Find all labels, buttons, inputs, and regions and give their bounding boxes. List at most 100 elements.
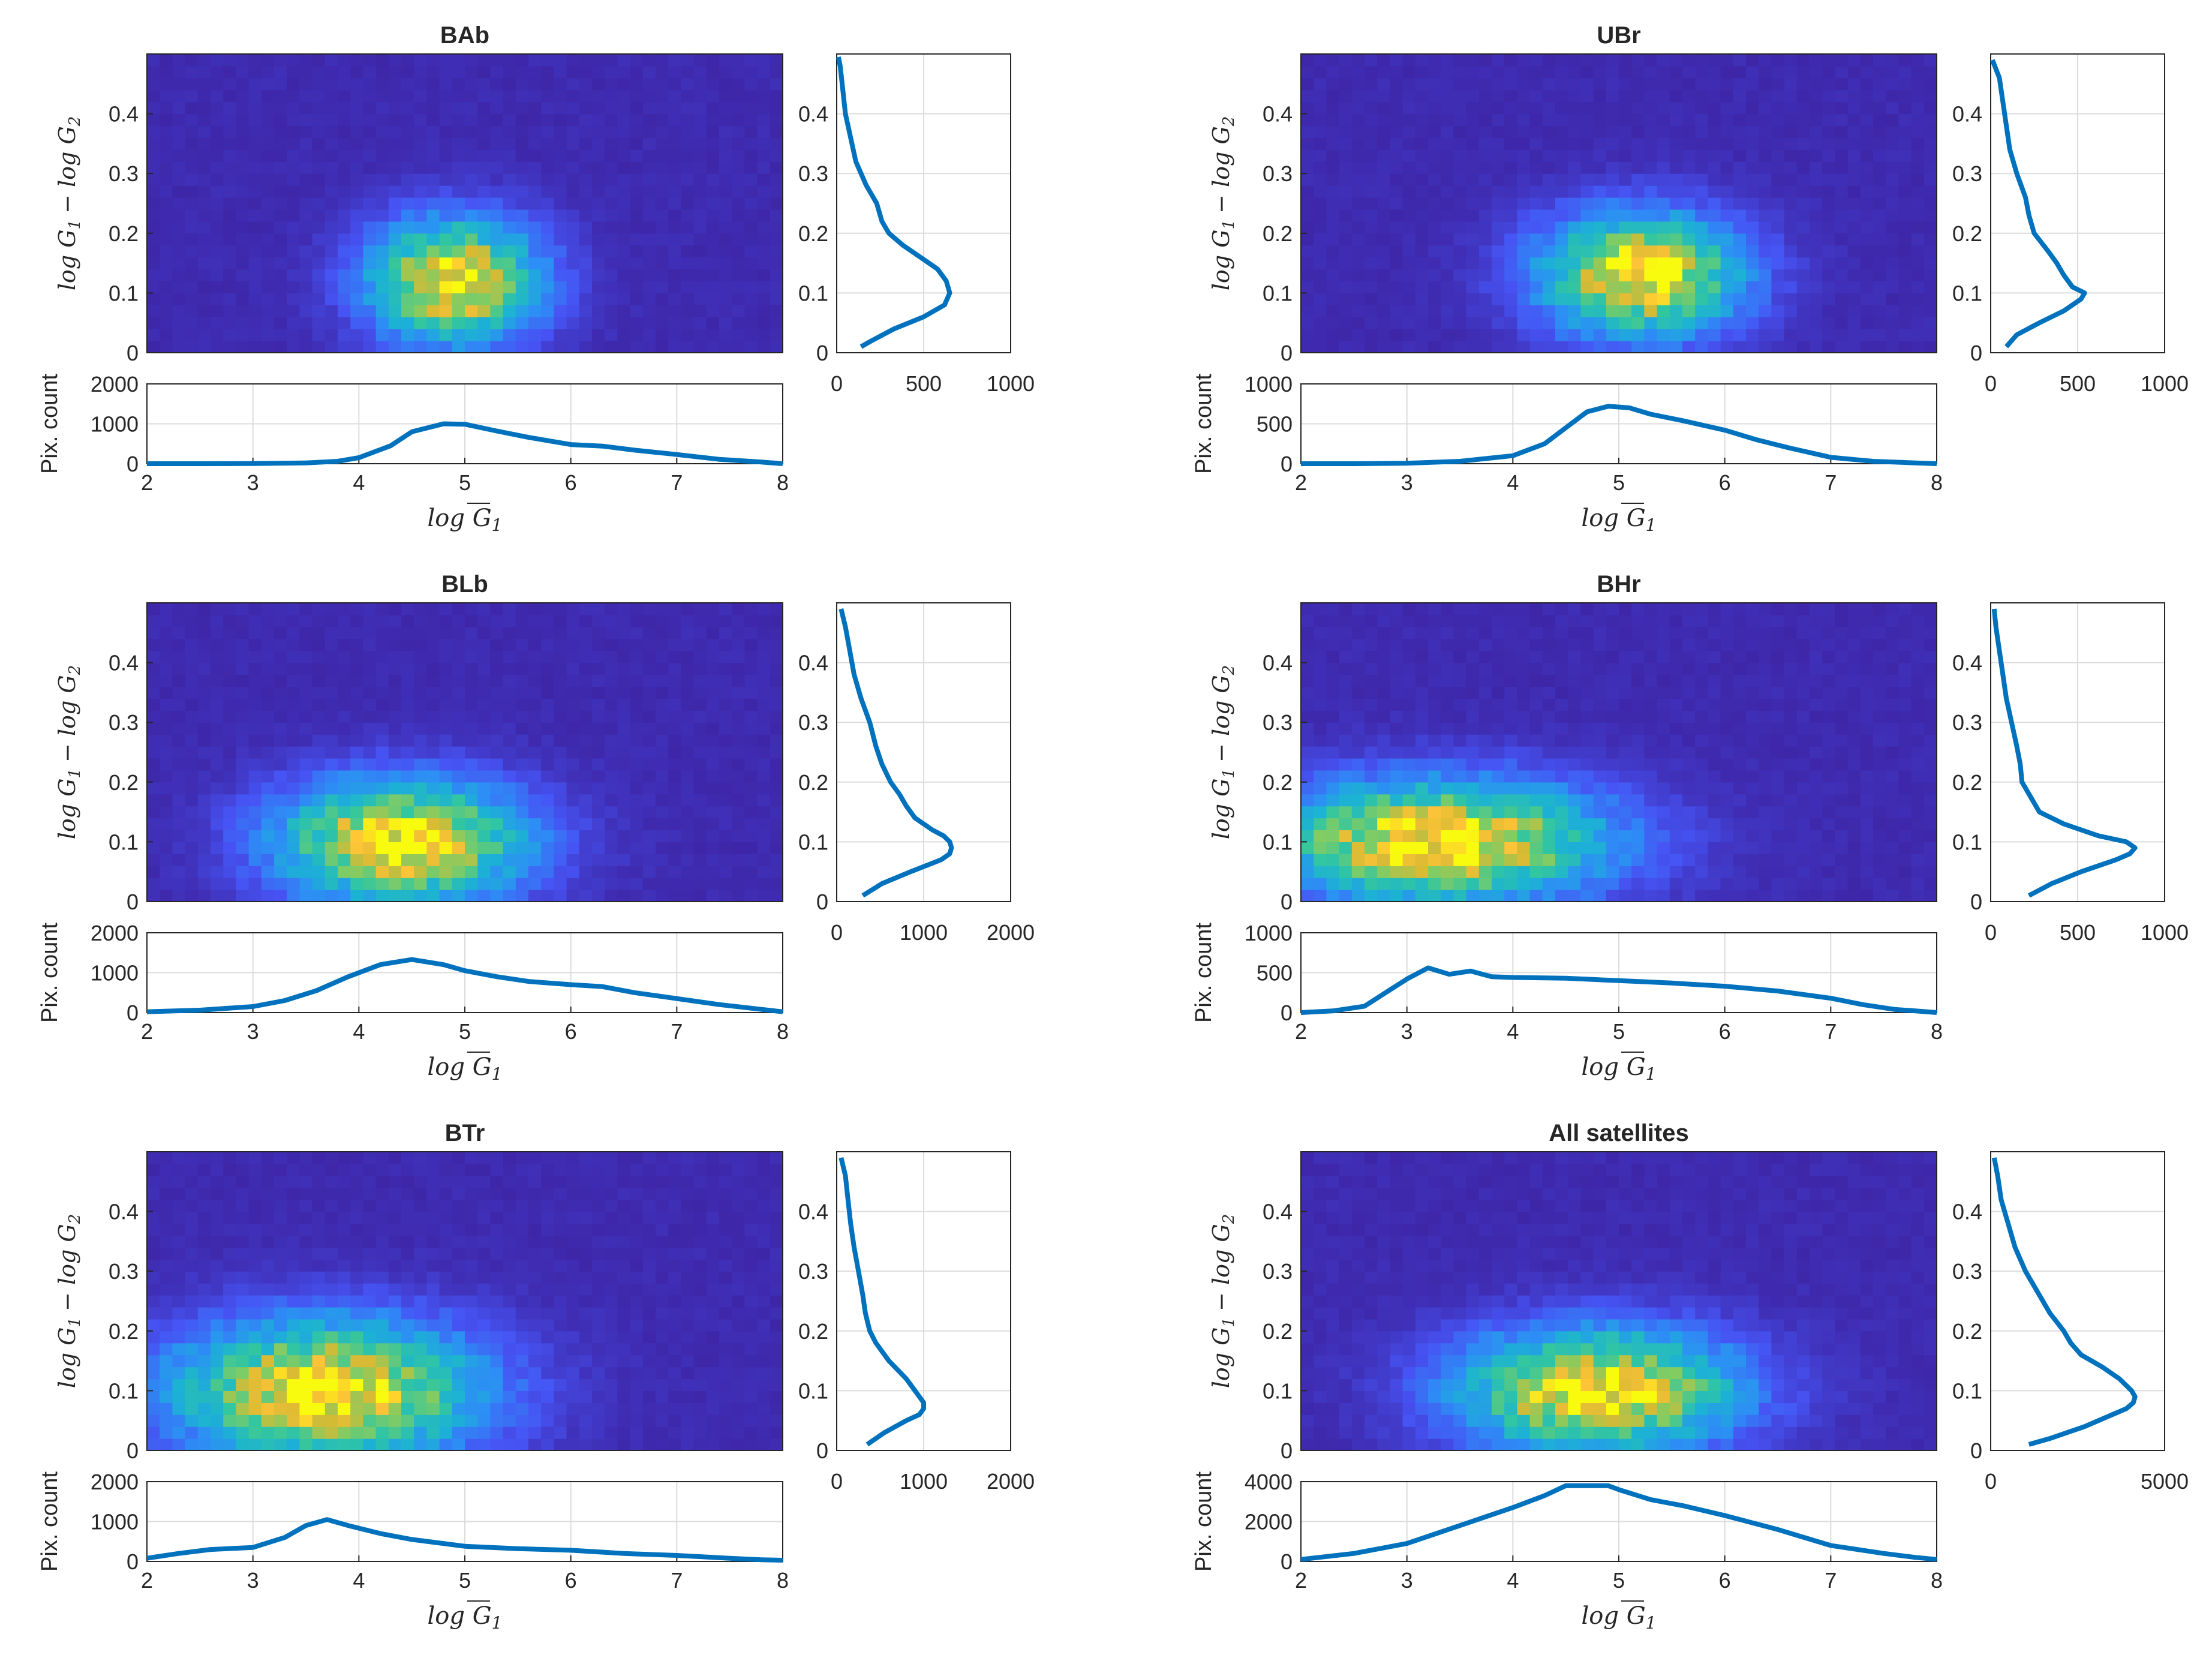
heatmap-cell xyxy=(1898,149,1912,162)
heatmap-cell xyxy=(554,818,567,831)
heatmap-cell xyxy=(1555,854,1568,866)
heatmap-cell xyxy=(1606,281,1619,293)
heatmap-cell xyxy=(719,257,732,270)
heatmap-cell xyxy=(642,113,656,127)
heatmap-cell xyxy=(1428,293,1441,305)
heatmap-cell xyxy=(1657,794,1670,807)
heatmap-cell xyxy=(617,650,631,663)
heatmap-cell xyxy=(477,209,491,222)
heatmap-cell xyxy=(299,293,313,305)
heatmap-cell xyxy=(160,698,173,711)
heatmap-cell xyxy=(770,758,783,771)
heatmap-cell xyxy=(1492,830,1505,842)
heatmap-cell xyxy=(1619,650,1632,663)
heatmap-cell xyxy=(757,77,771,91)
heatmap-cell xyxy=(1377,341,1390,353)
heatmap-cell xyxy=(1810,603,1823,615)
heatmap-cell xyxy=(630,626,644,639)
heatmap-cell xyxy=(1428,173,1441,186)
heatmap-frame xyxy=(146,53,783,353)
heatmap-cell xyxy=(1326,54,1340,67)
heatmap-cell xyxy=(528,614,542,627)
heatmap-cell xyxy=(1784,257,1798,270)
heatmap-cell xyxy=(579,758,593,771)
heatmap-cell xyxy=(630,101,644,115)
heatmap-cell xyxy=(1529,854,1543,866)
heatmap-cell xyxy=(1771,269,1785,282)
heatmap-cell xyxy=(1542,782,1556,795)
heatmap-cell xyxy=(1771,734,1785,747)
heatmap-cell xyxy=(706,878,720,890)
heatmap-cell xyxy=(414,137,427,150)
heatmap-cell xyxy=(1453,89,1467,103)
heatmap-cell xyxy=(1822,281,1835,293)
heatmap-cell xyxy=(147,878,160,890)
heatmap-cell xyxy=(363,125,377,139)
heatmap-cell xyxy=(414,698,427,711)
heatmap-cell xyxy=(1453,878,1467,890)
heatmap-cell xyxy=(1466,878,1480,890)
heatmap-cell xyxy=(1695,77,1708,91)
heatmap-cell xyxy=(1478,818,1492,831)
heatmap-cell xyxy=(324,233,338,246)
heatmap-cell xyxy=(465,221,478,234)
heatmap-cell xyxy=(503,674,516,687)
heatmap-cell xyxy=(1466,65,1480,79)
heatmap-cell xyxy=(656,830,669,842)
heatmap-cell xyxy=(617,603,631,615)
heatmap-cell xyxy=(1810,614,1823,627)
heatmap-cell xyxy=(414,245,427,258)
heatmap-cell xyxy=(1631,269,1645,282)
heatmap-cell xyxy=(1593,890,1607,902)
heatmap-cell xyxy=(706,638,720,651)
heatmap-cell xyxy=(1708,305,1721,317)
heatmap-cell xyxy=(630,650,644,663)
heatmap-cell xyxy=(147,890,160,902)
heatmap-cell xyxy=(388,197,402,210)
heatmap-cell xyxy=(1796,746,1810,759)
heatmap-cell xyxy=(197,758,211,771)
heatmap-cell xyxy=(1835,185,1849,198)
heatmap-cell xyxy=(1390,125,1403,139)
heatmap-cell xyxy=(1377,137,1390,150)
heatmap-cell xyxy=(324,173,338,186)
heatmap-cell xyxy=(211,54,224,67)
heatmap-cell xyxy=(338,281,351,293)
heatmap-cell xyxy=(1708,854,1721,866)
heatmap-cell xyxy=(757,101,771,115)
heatmap-cell xyxy=(1606,101,1619,115)
heatmap-cell xyxy=(579,269,593,282)
heatmap-cell xyxy=(185,185,199,198)
heatmap-cell xyxy=(1784,185,1798,198)
heatmap-cell xyxy=(1898,293,1912,305)
heatmap-cell xyxy=(388,65,402,79)
heatmap-cell xyxy=(1886,341,1899,353)
heatmap-cell xyxy=(465,686,478,699)
heatmap-cell xyxy=(554,854,567,866)
heatmap-cell xyxy=(1759,54,1772,67)
heatmap-cell xyxy=(1835,317,1849,329)
heatmap-cell xyxy=(439,674,453,687)
heatmap-cell xyxy=(1835,245,1849,258)
heatmap-cell xyxy=(605,137,618,150)
heatmap-cell xyxy=(1631,854,1645,866)
heatmap-cell xyxy=(287,54,300,67)
heatmap-cell xyxy=(1504,638,1517,651)
heatmap-cell xyxy=(312,650,326,663)
heatmap-cell xyxy=(528,65,542,79)
heatmap-cell xyxy=(363,65,377,79)
heatmap-cell xyxy=(172,638,186,651)
heatmap-cell xyxy=(744,638,758,651)
heatmap-cell xyxy=(1365,614,1378,627)
heatmap-cell xyxy=(211,866,224,878)
heatmap-cell xyxy=(1606,878,1619,890)
heatmap-cell xyxy=(693,698,707,711)
heatmap-cell xyxy=(147,794,160,807)
heatmap-cell xyxy=(1377,794,1390,807)
heatmap-cell xyxy=(375,710,389,723)
heatmap-cell xyxy=(1326,794,1340,807)
heatmap-cell xyxy=(147,77,160,91)
heatmap-cell xyxy=(719,245,732,258)
heatmap-cell xyxy=(160,185,173,198)
heatmap-cell xyxy=(452,782,465,795)
